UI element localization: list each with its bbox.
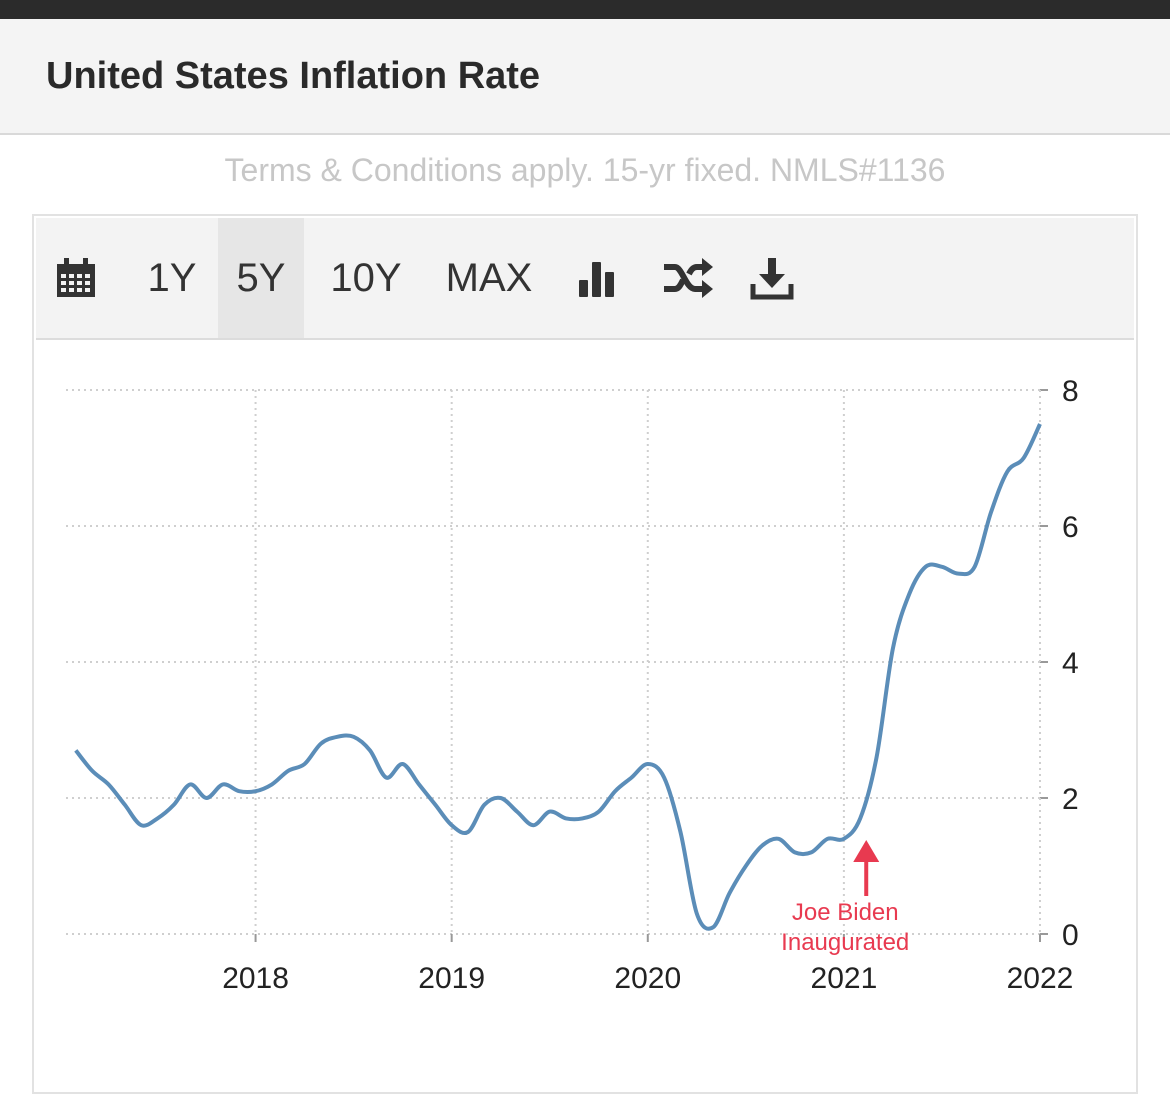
y-tick-label: 8: [1062, 375, 1079, 408]
annotation-text-line1: Joe Biden: [792, 899, 899, 926]
range-10y-button[interactable]: 10Y: [330, 256, 402, 300]
range-1y-button[interactable]: 1Y: [147, 256, 197, 300]
chart-line-layer: [74, 423, 1042, 931]
annotation-text-line2: Inaugurated: [781, 929, 909, 956]
x-tick-label: 2020: [614, 962, 681, 995]
page-title: United States Inflation Rate: [46, 55, 541, 97]
y-tick-label: 2: [1062, 783, 1079, 816]
shuffle-icon[interactable]: [662, 256, 714, 300]
bar-chart-icon[interactable]: [576, 256, 620, 300]
top-bar: [0, 0, 1170, 19]
calendar-icon[interactable]: [54, 256, 98, 300]
chart-annotations: Joe Biden Inaugurated: [781, 840, 909, 956]
x-tick-label: 2021: [811, 962, 878, 995]
x-tick-label: 2018: [222, 962, 289, 995]
chart-labels: 0 2 4 6 8 2018 2019 2020 2021 2022: [222, 375, 1078, 995]
chart-toolbar: 1Y 5Y 10Y MAX: [36, 218, 1134, 340]
chart-panel: 1Y 5Y 10Y MAX: [32, 214, 1138, 1094]
range-max-button[interactable]: MAX: [445, 256, 533, 300]
download-icon[interactable]: [750, 256, 794, 300]
chart-grid: [66, 389, 1048, 942]
y-tick-label: 6: [1062, 511, 1079, 544]
terms-text: Terms & Conditions apply. 15-yr fixed. N…: [224, 152, 946, 188]
page-header: United States Inflation Rate: [0, 19, 1170, 135]
x-tick-label: 2019: [418, 962, 485, 995]
inflation-series-line: [74, 423, 1042, 931]
x-tick-label: 2022: [1007, 962, 1074, 995]
annotation-arrow-head: [853, 840, 880, 862]
y-tick-label: 4: [1062, 647, 1079, 680]
range-5y-button[interactable]: 5Y: [218, 218, 304, 338]
y-tick-label: 0: [1062, 919, 1079, 952]
